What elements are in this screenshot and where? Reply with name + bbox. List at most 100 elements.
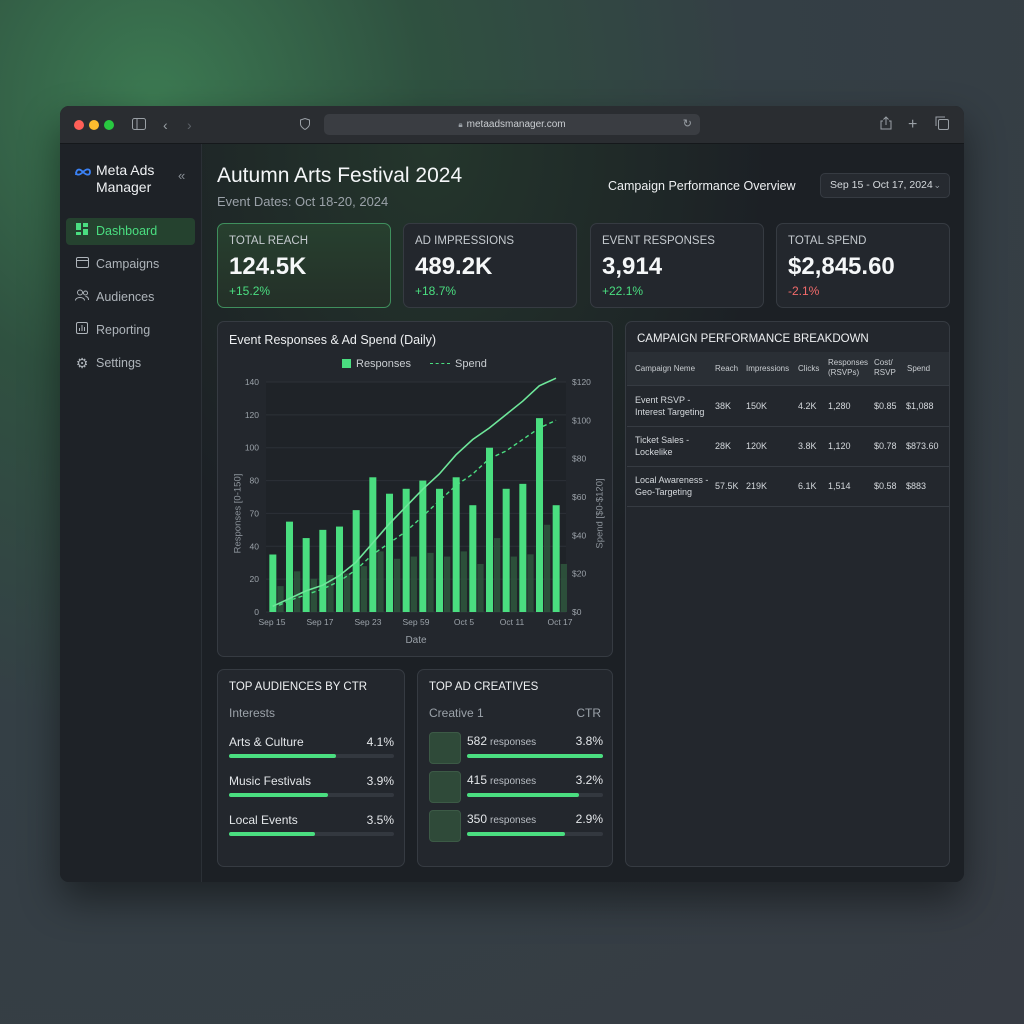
address-bar[interactable]: 🔒︎ metaadsmanager.com ↻: [324, 114, 700, 135]
y-tick-label: 140: [245, 377, 259, 387]
creative-responses: 415 responses: [467, 773, 536, 787]
sidebar-item-dashboard[interactable]: Dashboard: [66, 218, 195, 245]
bar-shadow: [560, 563, 567, 612]
bar-responses: [269, 554, 277, 612]
x-tick-label: Sep 15: [259, 617, 286, 627]
bar-shadow: [394, 558, 401, 612]
reporting-icon: [74, 317, 90, 344]
browser-titlebar: ‹ › 🔒︎ metaadsmanager.com ↻ +: [60, 106, 964, 144]
date-range-picker[interactable]: Sep 15 - Oct 17, 2024 ⌄: [820, 173, 950, 198]
y2-tick-label: $60: [572, 492, 586, 502]
browser-window: ‹ › 🔒︎ metaadsmanager.com ↻ + Meta Ads Ma…: [60, 106, 964, 882]
cell-cost: $0.58: [874, 481, 897, 491]
audience-ctr: 3.5%: [366, 813, 394, 827]
sidebar-item-campaigns[interactable]: Campaigns: [66, 251, 195, 278]
close-window-button[interactable]: [74, 120, 84, 130]
bar-responses: [536, 418, 543, 612]
y2-tick-label: $20: [572, 569, 586, 579]
kpi-card-event-responses[interactable]: EVENT RESPONSES 3,914 +22.1%: [590, 223, 764, 308]
tabs-overview-icon[interactable]: [935, 116, 949, 134]
column-header: Campaign Neme: [635, 364, 696, 373]
creative-bar-fill: [467, 793, 579, 797]
audience-row[interactable]: Music Festivals 3.9%: [229, 774, 394, 804]
sidebar-item-label: Audiences: [96, 290, 155, 304]
bar-shadow: [294, 571, 301, 612]
audience-row[interactable]: Arts & Culture 4.1%: [229, 735, 394, 765]
creative-bar-track: [467, 793, 603, 797]
column-header: Cost/ RSVP: [874, 358, 896, 377]
creative-row[interactable]: 350 responses 2.9%: [429, 810, 603, 842]
legend-item-spend: Spend: [430, 358, 487, 370]
privacy-shield-icon[interactable]: [300, 116, 310, 134]
kpi-card-total-spend[interactable]: TOTAL SPEND $2,845.60 -2.1%: [776, 223, 950, 308]
audience-bar-track: [229, 754, 394, 758]
date-range-label: Sep 15 - Oct 17, 2024: [830, 179, 933, 191]
new-tab-icon[interactable]: +: [908, 116, 918, 133]
top-creatives-panel: TOP AD CREATIVES Creative 1 CTR 582 respo…: [417, 669, 613, 867]
kpi-card-ad-impressions[interactable]: AD IMPRESSIONS 489.2K +18.7%: [403, 223, 577, 308]
audience-bar-track: [229, 832, 394, 836]
cell-reach: 28K: [715, 441, 732, 451]
forward-icon[interactable]: ›: [187, 117, 192, 133]
x-tick-label: Sep 59: [403, 617, 430, 627]
bar-shadow: [377, 551, 384, 612]
creative-thumbnail[interactable]: [429, 732, 461, 764]
audience-bar-track: [229, 793, 394, 797]
creative-ctr: 3.2%: [575, 773, 603, 787]
sidebar-item-reporting[interactable]: Reporting: [66, 317, 195, 344]
audience-label: Arts & Culture: [229, 735, 304, 749]
audience-bar-fill: [229, 793, 328, 797]
x-tick-label: Oct 5: [454, 617, 475, 627]
audiences-subheading: Interests: [229, 706, 276, 720]
settings-icon: ⚙: [75, 355, 89, 371]
creative-thumbnail[interactable]: [429, 810, 461, 842]
table-row[interactable]: Local Awareness - Geo-Targeting 57.5K 21…: [627, 467, 949, 507]
sidebar-item-settings[interactable]: ⚙ Settings: [66, 350, 195, 377]
audiences-title: TOP AUDIENCES BY CTR: [229, 681, 368, 693]
bar-shadow: [277, 586, 284, 612]
cell-spend: $883: [906, 481, 927, 491]
kpi-card-total-reach[interactable]: TOTAL REACH 124.5K +15.2%: [217, 223, 391, 308]
kpi-change: +15.2%: [229, 284, 271, 298]
bar-shadow: [344, 573, 351, 612]
brand-name: Meta Ads Manager: [96, 162, 155, 195]
bar-shadow: [427, 552, 434, 612]
sidebar-item-label: Settings: [96, 356, 142, 370]
bar-shadow: [460, 551, 467, 612]
audience-ctr: 3.9%: [366, 774, 394, 788]
y-tick-label: 40: [250, 541, 260, 551]
table-row[interactable]: Ticket Sales - Lockelike 28K 120K 3.8K 1…: [627, 427, 949, 467]
back-icon[interactable]: ‹: [163, 117, 168, 133]
table-row[interactable]: Event RSVP - Interest Targeting 38K 150K…: [627, 387, 949, 427]
creative-row[interactable]: 415 responses 3.2%: [429, 771, 603, 803]
x-tick-label: Oct 11: [500, 617, 525, 627]
bar-responses: [436, 488, 443, 612]
sidebar-toggle-icon[interactable]: [132, 116, 146, 134]
lock-icon: 🔒︎: [458, 120, 463, 129]
minimize-window-button[interactable]: [89, 120, 99, 130]
x-axis-title: Date: [405, 635, 427, 646]
cell-reach: 57.5K: [715, 481, 739, 491]
creative-count: 350: [467, 812, 488, 826]
kpi-change: +22.1%: [602, 284, 644, 298]
legend-dash: [430, 363, 450, 364]
bar-responses: [452, 477, 460, 612]
reload-icon[interactable]: ↻: [682, 118, 692, 130]
cell-clicks: 4.2K: [798, 401, 817, 411]
share-icon[interactable]: [880, 116, 892, 134]
kpi-value: 124.5K: [229, 253, 307, 280]
audience-row[interactable]: Local Events 3.5%: [229, 813, 394, 843]
y-tick-label: 20: [250, 574, 260, 584]
creative-ctr: 2.9%: [575, 812, 603, 826]
y2-tick-label: $0: [572, 607, 582, 617]
sidebar-item-audiences[interactable]: Audiences: [66, 284, 195, 311]
creative-row[interactable]: 582 responses 3.8%: [429, 732, 603, 764]
meta-logo-icon: [74, 164, 92, 180]
bar-shadow: [494, 538, 501, 612]
bar-shadow: [527, 554, 534, 612]
creative-bar-track: [467, 754, 603, 758]
maximize-window-button[interactable]: [104, 120, 114, 130]
creative-thumbnail[interactable]: [429, 771, 461, 803]
cell-responses: 1,120: [828, 441, 851, 451]
collapse-sidebar-icon[interactable]: «: [178, 168, 186, 183]
